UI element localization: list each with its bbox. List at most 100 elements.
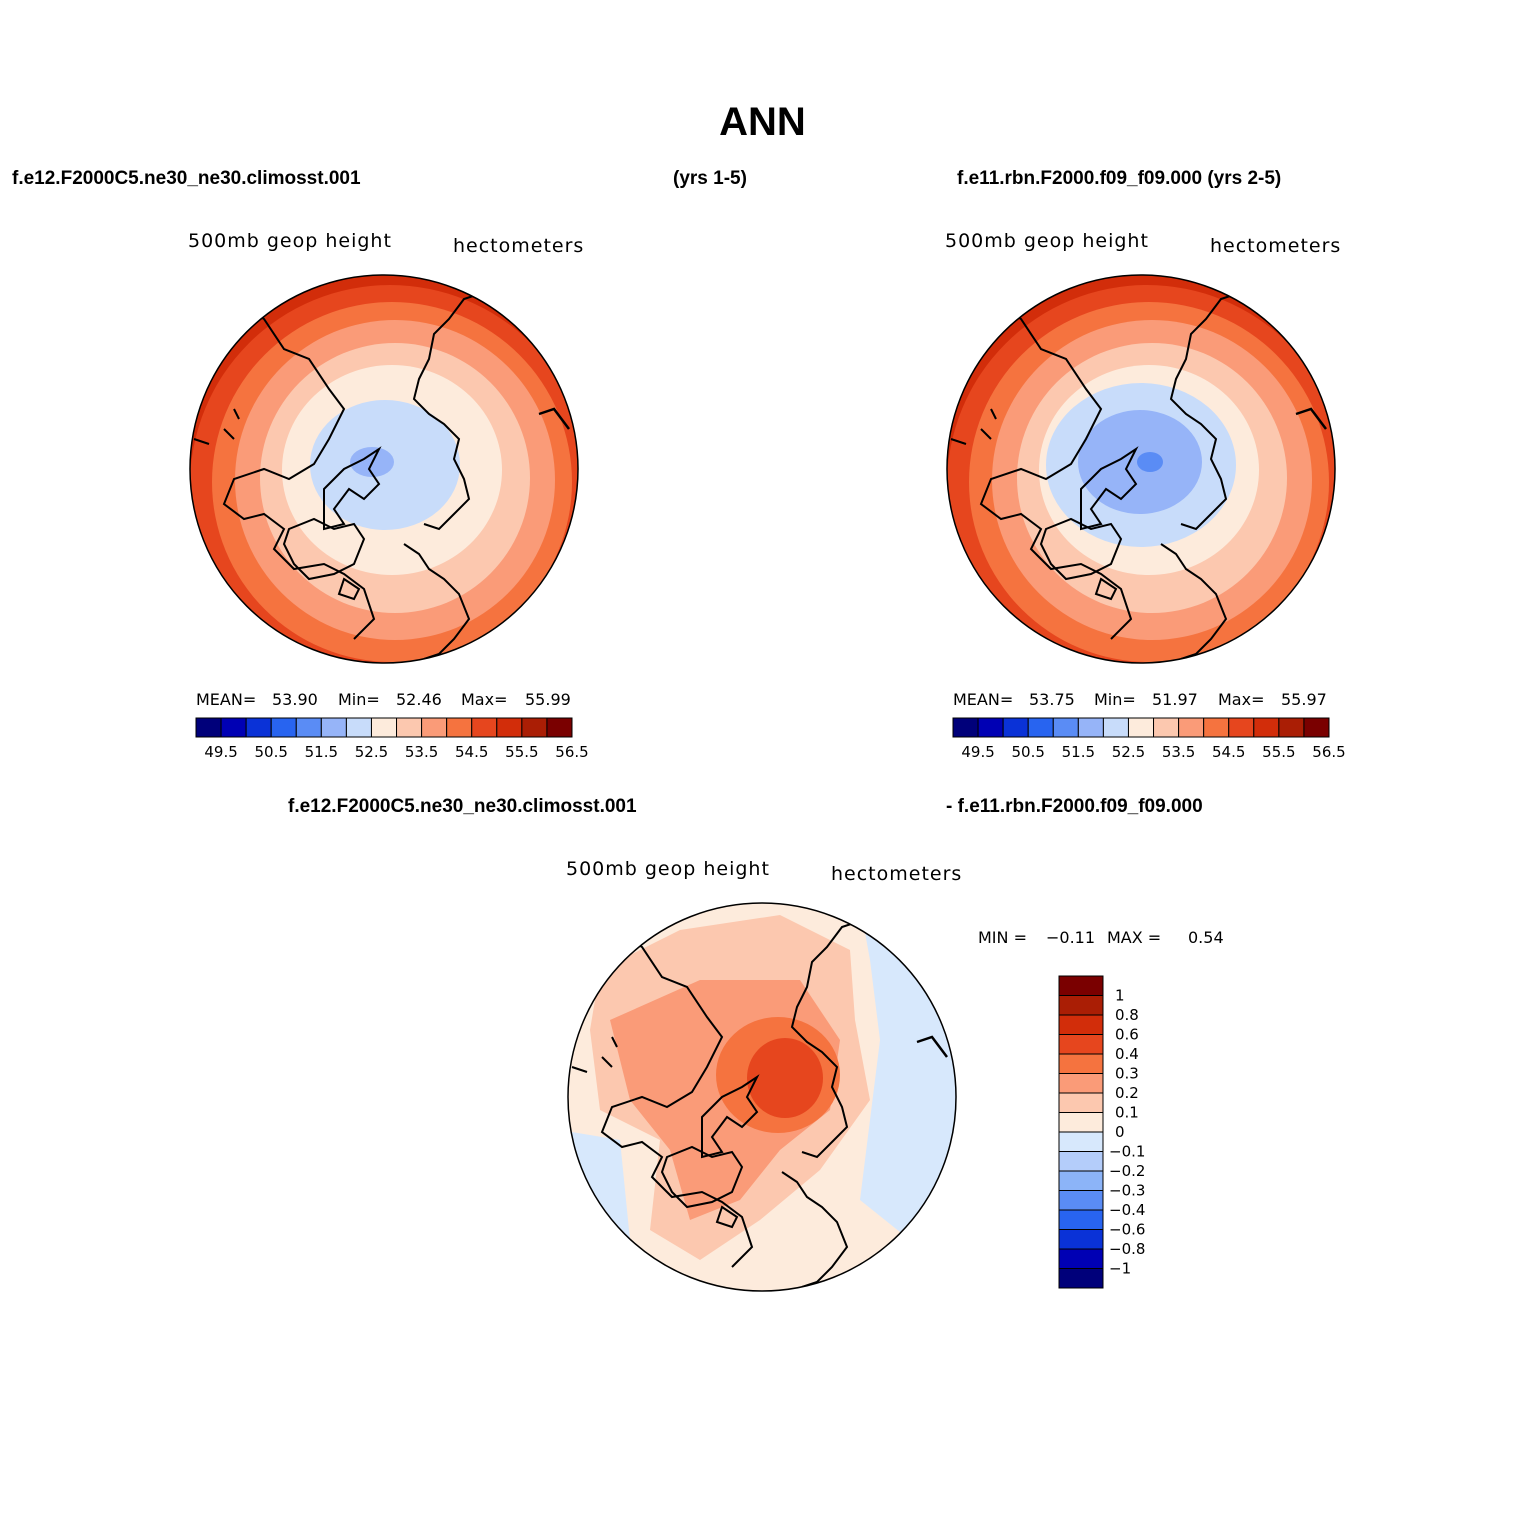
- panel2-colorbar-tick-label: 56.5: [1312, 743, 1345, 761]
- diff-colorbar-tick-label: −0.1: [1109, 1143, 1145, 1161]
- diff-map: [567, 902, 957, 1292]
- panel1-colorbar-tick-label: 50.5: [254, 743, 287, 761]
- panel2-units: hectometers: [1210, 235, 1342, 257]
- panel1-colorbar-swatch: [220, 717, 247, 738]
- diff-colorbar-swatch: [1058, 1053, 1104, 1074]
- panel1-colorbar-tick-label: 54.5: [455, 743, 488, 761]
- panel1-colorbar-swatch: [471, 717, 498, 738]
- diff-colorbar-swatch: [1058, 995, 1104, 1016]
- panel2-min: 51.97: [1152, 690, 1198, 709]
- panel2-colorbar-swatch: [1052, 717, 1079, 738]
- diff-colorbar-tick-label: −0.4: [1109, 1201, 1145, 1219]
- panel1-colorbar-swatch: [496, 717, 523, 738]
- diff-colorbar-swatch: [1058, 1131, 1104, 1152]
- diff-title-right: - f.e11.rbn.F2000.f09_f09.000: [946, 796, 1203, 817]
- panel2-min-label: Min=: [1094, 690, 1136, 709]
- diff-colorbar-swatch: [1058, 1112, 1104, 1133]
- panel2-map: [946, 274, 1336, 664]
- case2-title: f.e11.rbn.F2000.f09_f09.000 (yrs 2-5): [957, 168, 1282, 189]
- panel1-mean: 53.90: [272, 690, 318, 709]
- panel1-colorbar-tick-label: 49.5: [204, 743, 237, 761]
- panel1-colorbar-swatch: [521, 717, 548, 738]
- panel1-colorbar-swatch: [245, 717, 272, 738]
- diff-colorbar-swatch: [1058, 1248, 1104, 1269]
- panel2-colorbar-swatch: [977, 717, 1004, 738]
- diff-colorbar-tick-label: 1: [1115, 987, 1125, 1005]
- panel1-max: 55.99: [525, 690, 571, 709]
- panel1-units: hectometers: [453, 235, 585, 257]
- panel1-mean-label: MEAN=: [196, 690, 257, 709]
- diff-colorbar-swatch: [1058, 1229, 1104, 1250]
- diff-colorbar-tick-label: 0: [1115, 1123, 1125, 1141]
- panel2-max: 55.97: [1281, 690, 1327, 709]
- panel2-colorbar-tick-label: 53.5: [1162, 743, 1195, 761]
- panel1-colorbar-swatch: [396, 717, 423, 738]
- panel2-colorbar-tick-label: 52.5: [1112, 743, 1145, 761]
- panel2-mean: 53.75: [1029, 690, 1075, 709]
- panel2-colorbar-swatch: [952, 717, 979, 738]
- diff-colorbar-tick-label: −0.6: [1109, 1221, 1145, 1239]
- panel2-colorbar-tick-label: 51.5: [1062, 743, 1095, 761]
- diff-colorbar-swatch: [1058, 1190, 1104, 1211]
- panel2-colorbar-swatch: [1253, 717, 1280, 738]
- diff-min: −0.11: [1046, 928, 1096, 947]
- diff-colorbar-tick-label: 0.8: [1115, 1006, 1139, 1024]
- panel1-colorbar-swatch: [421, 717, 448, 738]
- panel1-colorbar-tick-label: 51.5: [305, 743, 338, 761]
- panel1-colorbar-swatch: [370, 717, 398, 738]
- case1-years: (yrs 1-5): [673, 168, 747, 189]
- diff-colorbar-tick-label: −0.3: [1109, 1182, 1145, 1200]
- panel2-max-label: Max=: [1218, 690, 1265, 709]
- panel1-colorbar-swatch: [320, 717, 347, 738]
- panel2-colorbar-swatch: [1027, 717, 1054, 738]
- panel1-colorbar-swatch: [195, 717, 222, 738]
- diff-title-left: f.e12.F2000C5.ne30_ne30.climosst.001: [288, 796, 637, 817]
- diff-variable: 500mb geop height: [566, 858, 770, 880]
- panel1-variable: 500mb geop height: [188, 230, 392, 252]
- panel1-colorbar-tick-label: 52.5: [355, 743, 388, 761]
- diff-colorbar-swatch: [1058, 1170, 1104, 1191]
- diff-colorbar-tick-label: 0.4: [1115, 1045, 1139, 1063]
- diff-colorbar: 10.8 0.60.4 0.30.2 0.10 −0.1−0.2 −0.3−0.4 −0.6…: [1058, 975, 1145, 1289]
- diff-min-label: MIN =: [978, 928, 1027, 947]
- panel2-colorbar-swatch: [1153, 717, 1180, 738]
- panel2-colorbar-swatch: [1203, 717, 1230, 738]
- diff-max-label: MAX =: [1107, 928, 1162, 947]
- diff-colorbar-tick-label: 0.1: [1115, 1104, 1139, 1122]
- panel1-colorbar-swatch: [270, 717, 297, 738]
- panel2-colorbar-tick-label: 50.5: [1011, 743, 1044, 761]
- panel2-colorbar-swatch: [1178, 717, 1205, 738]
- panel2-colorbar-tick-label: 54.5: [1212, 743, 1245, 761]
- panel2-mean-label: MEAN=: [953, 690, 1014, 709]
- panel2-colorbar-tick-label: 55.5: [1262, 743, 1295, 761]
- panel2-colorbar-swatch: [1002, 717, 1029, 738]
- diff-colorbar-swatch: [1058, 1209, 1104, 1230]
- panel1-colorbar-tick-label: 55.5: [505, 743, 538, 761]
- diff-colorbar-swatch: [1058, 1073, 1104, 1094]
- diff-colorbar-swatch: [1058, 1092, 1104, 1113]
- case1-title: f.e12.F2000C5.ne30_ne30.climosst.001: [12, 168, 361, 189]
- panel1-min-label: Min=: [338, 690, 380, 709]
- diff-colorbar-tick-label: 0.2: [1115, 1084, 1139, 1102]
- panel1-min: 52.46: [396, 690, 442, 709]
- diff-colorbar-tick-label: −0.2: [1109, 1162, 1145, 1180]
- diff-colorbar-swatch: [1058, 1014, 1104, 1035]
- panel2-colorbar-swatch: [1127, 717, 1155, 738]
- panel1-colorbar-tick-label: 53.5: [405, 743, 438, 761]
- panel1-colorbar: 49.5 50.5 51.5 52.5 53.5 54.5 55.5 56.5: [195, 717, 589, 761]
- diff-colorbar-swatch: [1058, 1268, 1104, 1289]
- panel1-colorbar-swatch: [295, 717, 322, 738]
- panel1-colorbar-swatch: [446, 717, 473, 738]
- diff-colorbar-swatch: [1058, 1151, 1104, 1172]
- panel2-colorbar-swatch: [1303, 717, 1330, 738]
- diff-colorbar-tick-label: 0.3: [1115, 1065, 1139, 1083]
- diff-colorbar-tick-label: −0.8: [1109, 1240, 1145, 1258]
- diff-colorbar-tick-label: 0.6: [1115, 1026, 1139, 1044]
- panel1-map: [189, 274, 579, 664]
- panel2-variable: 500mb geop height: [945, 230, 1149, 252]
- panel1-colorbar-tick-label: 56.5: [555, 743, 588, 761]
- diff-units: hectometers: [831, 863, 963, 885]
- panel1-colorbar-swatch: [345, 717, 372, 738]
- panel1-max-label: Max=: [461, 690, 508, 709]
